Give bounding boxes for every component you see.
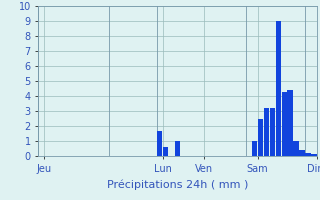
Bar [293, 141, 299, 156]
Bar [175, 141, 180, 156]
Bar [299, 150, 305, 156]
Bar [258, 118, 263, 156]
Bar [270, 108, 275, 156]
Bar [264, 108, 269, 156]
Bar [287, 90, 293, 156]
Bar [163, 147, 168, 156]
Bar [305, 153, 311, 156]
Bar [311, 154, 316, 156]
Bar [252, 141, 257, 156]
Bar [282, 92, 287, 156]
X-axis label: Précipitations 24h ( mm ): Précipitations 24h ( mm ) [107, 179, 248, 190]
Bar [276, 21, 281, 156]
Bar [157, 130, 163, 156]
